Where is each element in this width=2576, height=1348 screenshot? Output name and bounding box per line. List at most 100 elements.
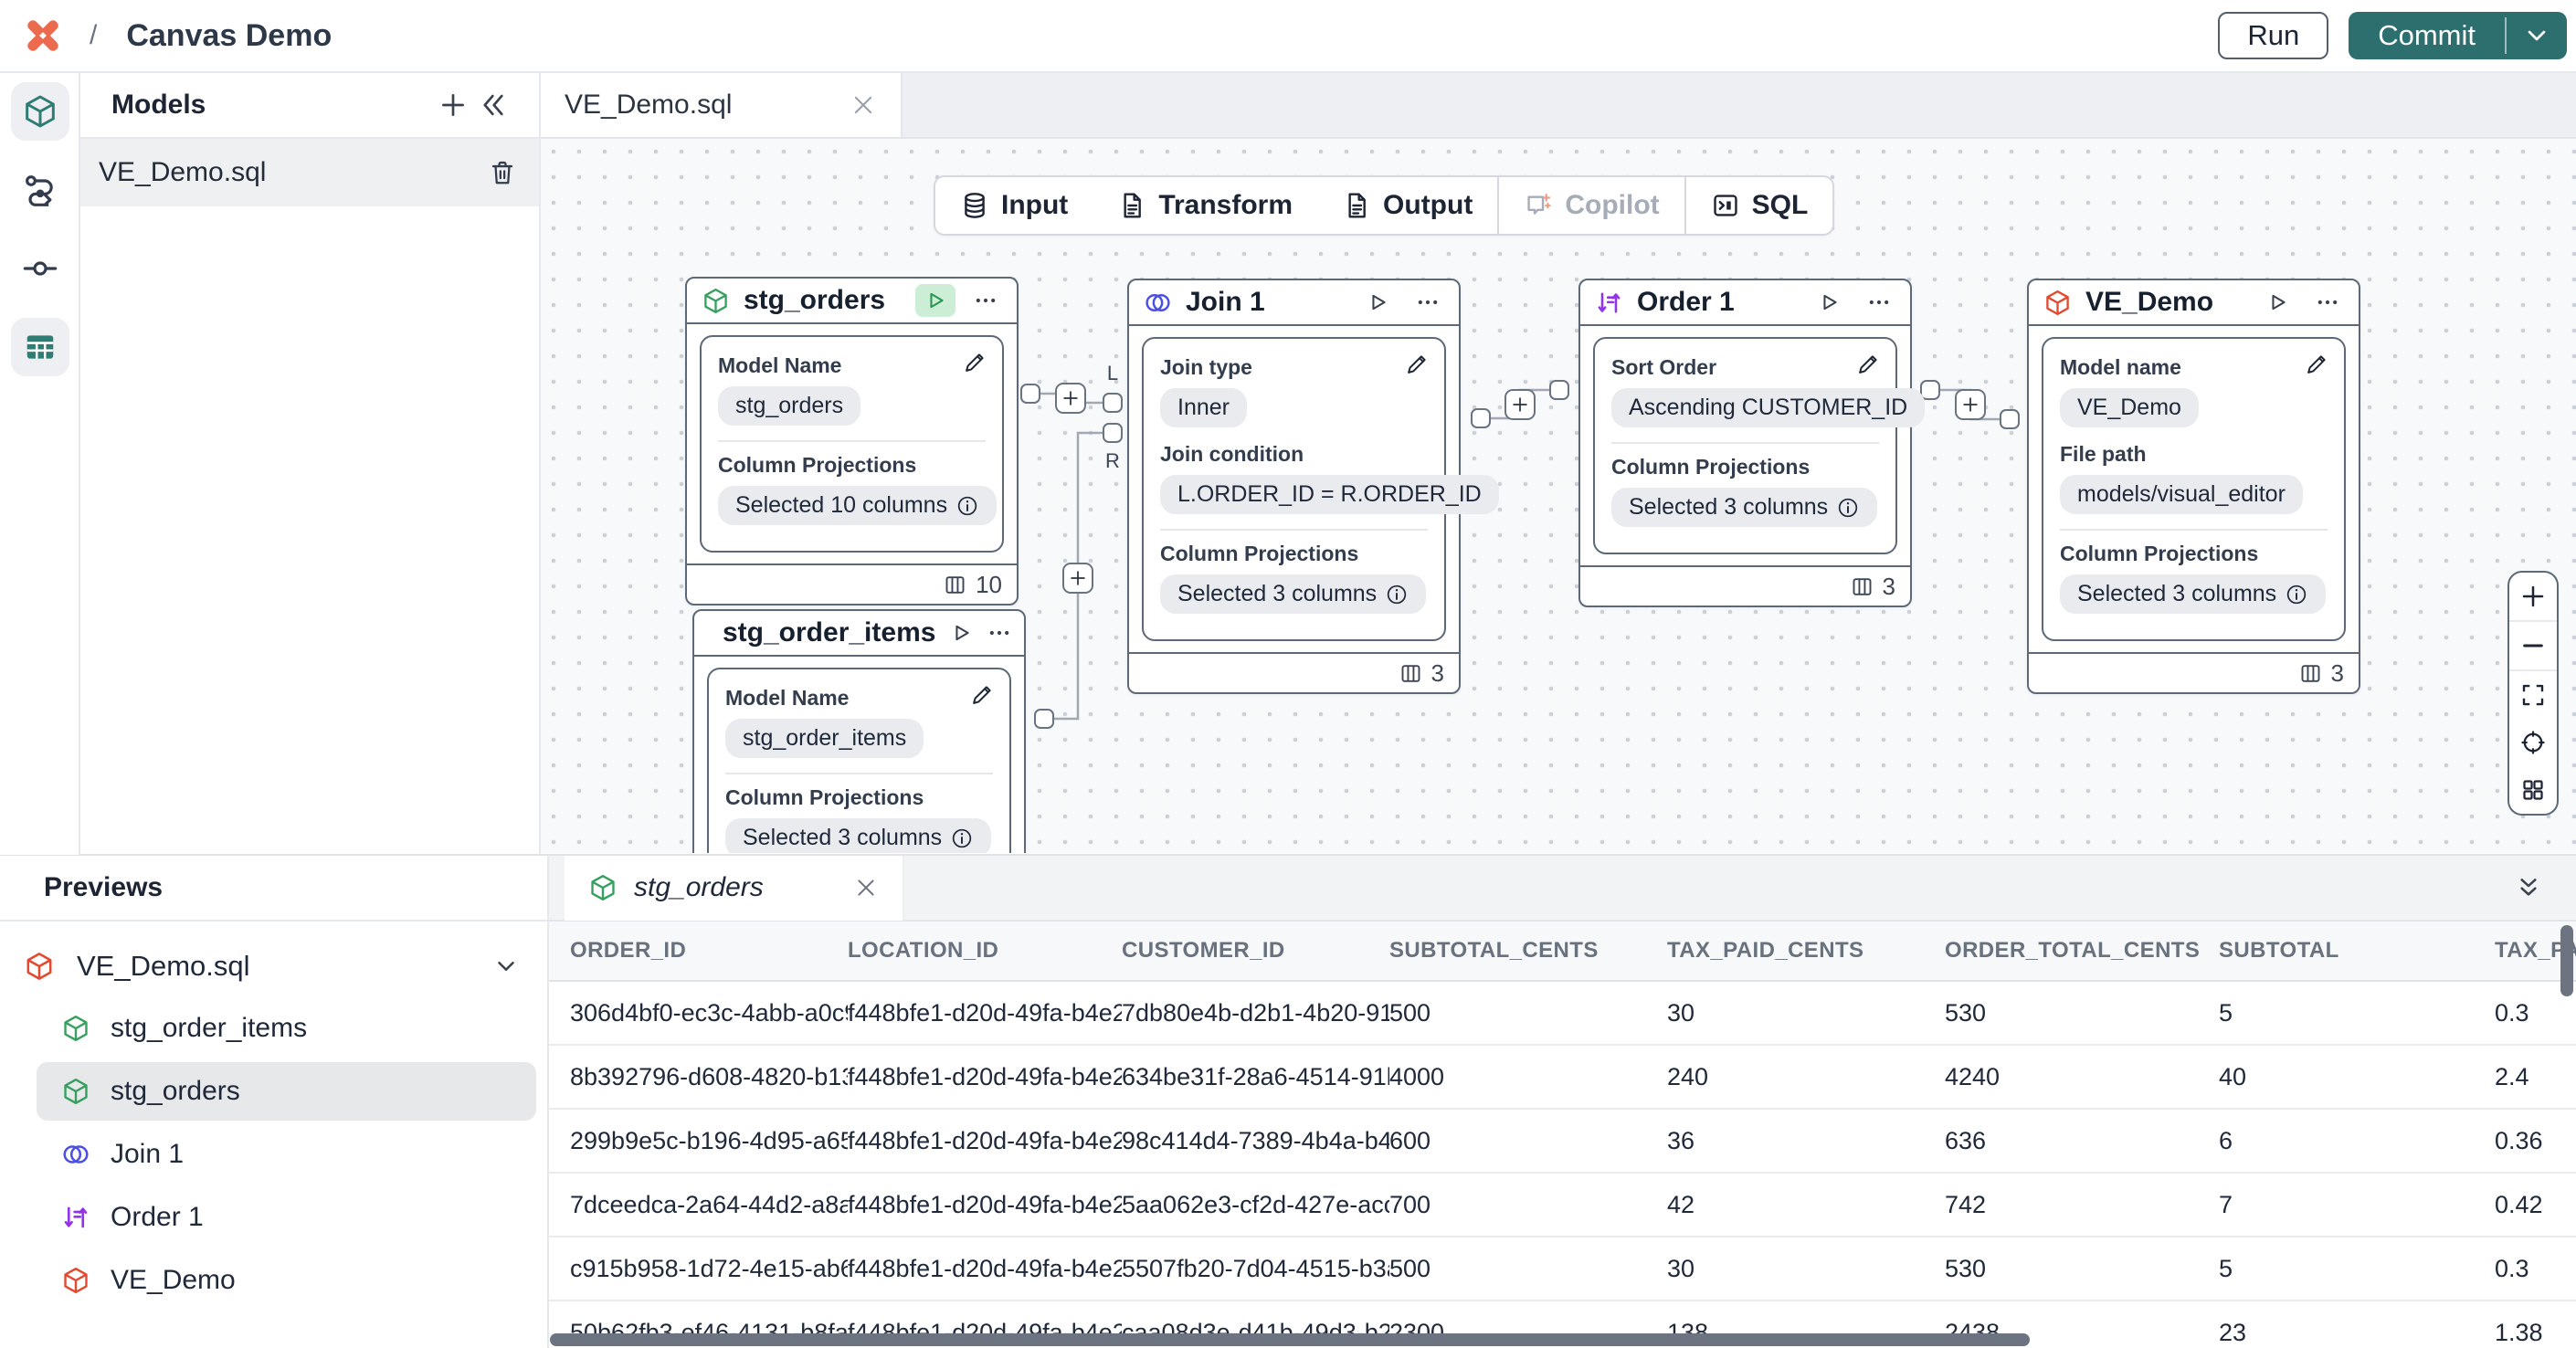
tree-item-stg-orders[interactable]: stg_orders: [37, 1062, 536, 1121]
column-header: CUSTOMER_ID: [1122, 938, 1285, 963]
model-name-value: VE_Demo: [2060, 388, 2199, 427]
output-port[interactable]: [1034, 709, 1054, 729]
join-left-input-port[interactable]: [1103, 393, 1123, 413]
horizontal-scrollbar[interactable]: [550, 1333, 2030, 1346]
canvas-node-stg-orders[interactable]: stg_orders Model Name stg_orders Column …: [685, 277, 1019, 606]
cell: 0.3: [2495, 1254, 2529, 1282]
layout-button[interactable]: [2509, 766, 2557, 814]
table-row: 8b392796-d608-4820-b13 f448bfe1-d20d-49fa…: [549, 1046, 2576, 1110]
canvas-node-stg-order-items[interactable]: stg_order_items Model Name stg_order_ite…: [692, 609, 1026, 853]
canvas-node-ve-demo[interactable]: VE_Demo Model name VE_Demo File path mod…: [2027, 279, 2360, 694]
previews-panel-title: Previews: [44, 872, 164, 902]
cell: 742: [1945, 1190, 1987, 1218]
node-footer: 3: [1580, 565, 1910, 606]
app-logo-icon[interactable]: [22, 15, 64, 57]
preview-tab-stg-orders[interactable]: stg_orders: [565, 856, 904, 921]
tree-item-stg-order-items[interactable]: stg_order_items: [37, 999, 536, 1058]
run-node-button[interactable]: [1809, 286, 1849, 319]
edit-icon[interactable]: [1404, 352, 1430, 377]
input-port[interactable]: [1549, 380, 1569, 400]
insert-node-button[interactable]: [1062, 563, 1093, 594]
canvas-tab[interactable]: VE_Demo.sql: [541, 73, 903, 137]
transform-tool-button[interactable]: Transform: [1093, 177, 1317, 234]
join-type-value: Inner: [1160, 388, 1247, 427]
sql-tool-button[interactable]: SQL: [1686, 177, 1833, 234]
edit-icon[interactable]: [962, 350, 987, 375]
output-port[interactable]: [1471, 408, 1491, 428]
vertical-scrollbar[interactable]: [2560, 925, 2573, 996]
node-menu-button[interactable]: [969, 288, 1002, 313]
model-list-item[interactable]: VE_Demo.sql: [80, 139, 539, 206]
cell: 30: [1667, 1254, 1695, 1282]
tree-item-label: stg_order_items: [111, 1013, 308, 1043]
info-icon[interactable]: [2285, 583, 2308, 606]
join-right-input-port[interactable]: [1103, 423, 1123, 443]
zoom-out-button[interactable]: [2509, 622, 2557, 669]
node-title: Join 1: [1186, 287, 1265, 317]
run-node-button[interactable]: [915, 284, 955, 317]
zoom-in-button[interactable]: [2509, 573, 2557, 620]
locate-button[interactable]: [2509, 719, 2557, 766]
node-menu-button[interactable]: [987, 620, 1012, 646]
canvas-node-join-1[interactable]: Join 1 Join type Inner Join condition L.…: [1127, 279, 1499, 694]
canvas-viewport[interactable]: Input Transform Output Copilot SQL L R: [541, 139, 2576, 853]
node-menu-button[interactable]: [1863, 290, 1895, 315]
info-icon[interactable]: [1836, 496, 1860, 520]
tree-root-ve-demo-sql[interactable]: VE_Demo.sql: [0, 938, 547, 995]
close-icon[interactable]: [853, 875, 879, 900]
divider: [718, 440, 986, 442]
double-chevron-left-icon: [478, 90, 509, 121]
run-node-button[interactable]: [1357, 286, 1398, 319]
run-button[interactable]: Run: [2218, 12, 2329, 59]
node-menu-button[interactable]: [2311, 290, 2344, 315]
page-title: Canvas Demo: [126, 17, 333, 53]
fit-view-button[interactable]: [2509, 671, 2557, 719]
divider: [2509, 620, 2557, 622]
insert-node-button[interactable]: [1504, 389, 1536, 420]
ellipsis-icon: [973, 288, 998, 313]
collapse-panel-button[interactable]: [473, 85, 513, 125]
collapse-tree-button[interactable]: [492, 953, 520, 980]
cell: f448bfe1-d20d-49fa-b4e2: [848, 1126, 1122, 1154]
edit-icon[interactable]: [1855, 352, 1881, 377]
run-node-button[interactable]: [949, 616, 973, 649]
commit-button[interactable]: Commit: [2378, 19, 2476, 51]
database-icon: [960, 191, 989, 220]
tree-item-order-1[interactable]: Order 1: [37, 1188, 536, 1247]
run-node-button[interactable]: [2257, 286, 2297, 319]
trash-icon[interactable]: [488, 158, 517, 187]
input-port[interactable]: [2000, 409, 2020, 429]
rail-item-pipeline[interactable]: [11, 161, 69, 219]
output-port[interactable]: [1020, 384, 1040, 404]
insert-node-button[interactable]: [1055, 383, 1086, 414]
collapse-preview-button[interactable]: [2514, 873, 2543, 902]
rail-item-models[interactable]: [11, 82, 69, 141]
info-icon[interactable]: [950, 827, 974, 850]
commit-dropdown-button[interactable]: [2507, 12, 2567, 59]
input-tool-button[interactable]: Input: [935, 177, 1093, 234]
insert-node-button[interactable]: [1955, 389, 1986, 420]
info-icon[interactable]: [955, 494, 979, 518]
close-icon[interactable]: [850, 91, 877, 119]
copilot-tool-button[interactable]: Copilot: [1499, 177, 1684, 234]
models-panel: Models VE_Demo.sql: [80, 73, 541, 855]
info-icon[interactable]: [1385, 583, 1409, 606]
rail-item-tables[interactable]: [11, 318, 69, 376]
edit-icon[interactable]: [969, 682, 995, 708]
tree-item-join-1[interactable]: Join 1: [37, 1125, 536, 1184]
field-label: Join condition: [1160, 442, 1304, 466]
canvas-area: VE_Demo.sql Input Transform Output Copil…: [541, 73, 2576, 855]
output-port[interactable]: [1920, 380, 1940, 400]
add-model-button[interactable]: [433, 85, 473, 125]
cell: 636: [1945, 1126, 1987, 1154]
cube-icon: [61, 1014, 90, 1043]
table-header-row: ORDER_ID LOCATION_ID CUSTOMER_ID SUBTOTA…: [549, 921, 2576, 982]
output-tool-button[interactable]: Output: [1317, 177, 1497, 234]
node-menu-button[interactable]: [1411, 290, 1444, 315]
edit-icon[interactable]: [2304, 352, 2329, 377]
canvas-node-order-1[interactable]: Order 1 Sort Order Ascending CUSTOMER_ID…: [1578, 279, 1926, 607]
cell: 42: [1667, 1190, 1695, 1218]
rail-item-commits[interactable]: [11, 239, 69, 298]
node-title: stg_orders: [744, 285, 886, 315]
tree-item-ve-demo[interactable]: VE_Demo: [37, 1251, 536, 1310]
